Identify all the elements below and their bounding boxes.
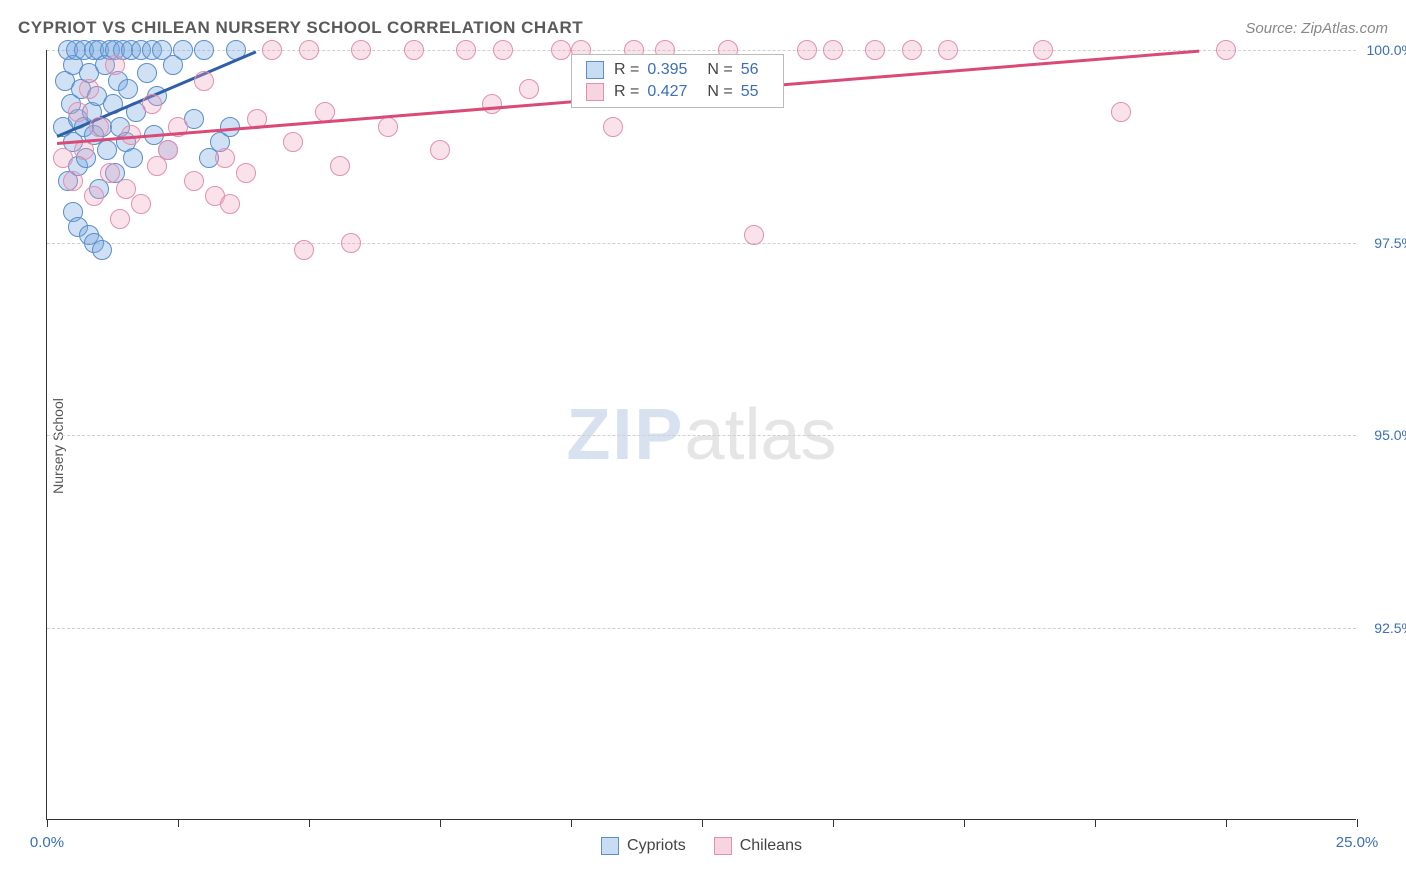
data-point — [603, 117, 623, 137]
data-point — [236, 163, 256, 183]
stat-n-label: N = — [707, 61, 732, 79]
data-point — [1111, 102, 1131, 122]
stats-legend-row: R = 0.427 N = 55 — [572, 81, 783, 103]
x-tick — [309, 819, 310, 827]
chart-source: Source: ZipAtlas.com — [1245, 20, 1388, 37]
series-legend-item: Chileans — [714, 837, 802, 855]
data-point — [79, 79, 99, 99]
legend-swatch — [714, 837, 732, 855]
data-point — [118, 79, 138, 99]
y-tick-label: 92.5% — [1374, 620, 1406, 636]
gridline-h — [47, 435, 1356, 436]
data-point — [315, 102, 335, 122]
x-tick — [833, 819, 834, 827]
scatter-plot-area: ZIPatlas 92.5%95.0%97.5%100.0%0.0%25.0%R… — [46, 50, 1356, 820]
stat-r-label: R = — [614, 83, 639, 101]
data-point — [551, 40, 571, 60]
y-tick-label: 95.0% — [1374, 427, 1406, 443]
data-point — [63, 171, 83, 191]
x-tick — [47, 819, 48, 827]
x-tick — [178, 819, 179, 827]
stat-n-label: N = — [707, 83, 732, 101]
data-point — [184, 171, 204, 191]
data-point — [74, 140, 94, 160]
data-point — [142, 94, 162, 114]
data-point — [330, 156, 350, 176]
x-tick — [571, 819, 572, 827]
gridline-h — [47, 628, 1356, 629]
data-point — [110, 209, 130, 229]
stat-n-value: 55 — [741, 83, 759, 101]
data-point — [89, 117, 109, 137]
legend-swatch — [586, 83, 604, 101]
x-tick — [1357, 819, 1358, 827]
data-point — [194, 40, 214, 60]
stat-r-label: R = — [614, 61, 639, 79]
data-point — [351, 40, 371, 60]
data-point — [137, 63, 157, 83]
data-point — [68, 102, 88, 122]
data-point — [116, 179, 136, 199]
y-tick-label: 97.5% — [1374, 235, 1406, 251]
x-tick — [964, 819, 965, 827]
data-point — [1216, 40, 1236, 60]
data-point — [430, 140, 450, 160]
data-point — [823, 40, 843, 60]
data-point — [519, 79, 539, 99]
series-legend-label: Chileans — [740, 837, 802, 855]
data-point — [220, 194, 240, 214]
data-point — [1033, 40, 1053, 60]
data-point — [482, 94, 502, 114]
data-point — [299, 40, 319, 60]
data-point — [105, 55, 125, 75]
chart-header: CYPRIOT VS CHILEAN NURSERY SCHOOL CORREL… — [18, 18, 1388, 38]
data-point — [100, 163, 120, 183]
data-point — [456, 40, 476, 60]
series-legend: Cypriots Chileans — [47, 837, 1356, 855]
data-point — [53, 148, 73, 168]
data-point — [938, 40, 958, 60]
data-point — [92, 240, 112, 260]
data-point — [493, 40, 513, 60]
stat-r-value: 0.427 — [647, 83, 687, 101]
legend-swatch — [601, 837, 619, 855]
data-point — [215, 148, 235, 168]
data-point — [294, 240, 314, 260]
series-legend-label: Cypriots — [627, 837, 686, 855]
source-name: ZipAtlas.com — [1301, 20, 1388, 37]
series-legend-item: Cypriots — [601, 837, 686, 855]
data-point — [744, 225, 764, 245]
data-point — [283, 132, 303, 152]
stat-r-value: 0.395 — [647, 61, 687, 79]
x-tick — [702, 819, 703, 827]
data-point — [902, 40, 922, 60]
legend-swatch — [586, 61, 604, 79]
data-point — [131, 194, 151, 214]
data-point — [158, 140, 178, 160]
source-prefix: Source: — [1245, 20, 1301, 37]
stats-legend-row: R = 0.395 N = 56 — [572, 59, 783, 81]
data-point — [84, 186, 104, 206]
chart-title: CYPRIOT VS CHILEAN NURSERY SCHOOL CORREL… — [18, 18, 583, 38]
x-tick — [440, 819, 441, 827]
stat-n-value: 56 — [741, 61, 759, 79]
x-tick — [1226, 819, 1227, 827]
data-point — [404, 40, 424, 60]
data-point — [865, 40, 885, 60]
stats-legend: R = 0.395 N = 56 R = 0.427 N = 55 — [571, 54, 784, 108]
data-point — [123, 148, 143, 168]
data-point — [341, 233, 361, 253]
gridline-h — [47, 243, 1356, 244]
data-point — [797, 40, 817, 60]
x-tick — [1095, 819, 1096, 827]
data-point — [194, 71, 214, 91]
y-tick-label: 100.0% — [1367, 42, 1406, 58]
data-point — [97, 140, 117, 160]
data-point — [262, 40, 282, 60]
data-point — [378, 117, 398, 137]
data-point — [173, 40, 193, 60]
